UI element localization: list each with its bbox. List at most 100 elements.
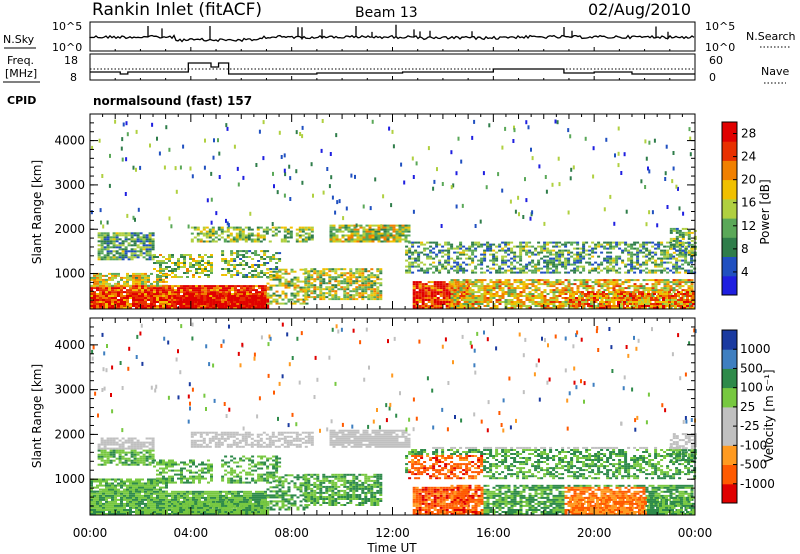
power-cell [678,267,682,270]
power-cell [439,289,443,292]
power-cell [203,303,207,305]
power-cell [263,258,267,260]
power-cell [468,279,472,282]
power-cell [293,300,297,303]
power-cell [681,251,685,254]
power-cell [162,289,165,292]
power-cell [242,301,246,303]
power-cell [304,282,308,285]
power-cell [204,270,207,272]
power-cell [489,299,493,301]
power-cell [204,291,207,294]
power-cell [230,264,234,266]
power-cell [618,243,622,246]
power-cell [408,251,412,254]
power-cell [684,251,688,254]
power-cell [209,301,213,303]
power-cell [185,307,189,309]
power-cell [121,254,125,257]
power-cell [222,287,225,290]
power-cell [233,258,237,260]
power-cell [597,289,601,292]
power-cell [557,156,560,161]
power-cell [624,281,628,284]
power-cell [594,305,598,307]
power-cell [144,301,147,303]
power-cell [358,268,362,271]
power-cell [412,289,416,292]
power-cell [153,284,156,287]
power-cell [258,291,261,294]
power-cell [99,291,102,294]
power-cell [456,303,460,305]
power-cell [135,282,138,285]
power-cell [272,292,276,295]
power-cell [102,289,105,292]
power-cell [614,293,617,295]
power-cell [151,240,155,243]
power-cell [483,271,487,274]
power-cell [254,297,258,299]
power-cell [641,291,644,294]
power-cell [319,282,323,285]
power-cell [316,296,320,299]
power-cell [266,296,270,299]
power-cell [552,257,556,260]
power-cell [569,303,572,305]
power-cell [656,223,659,228]
power-cell [159,268,162,270]
power-cell [510,249,514,252]
power-cell [614,299,617,301]
power-cell [675,269,679,272]
power-cell [459,267,463,270]
power-cell [454,283,458,286]
power-cell [486,269,490,272]
power-cell [516,301,520,303]
power-cell [448,291,452,294]
power-cell [304,240,308,243]
power-cell [682,211,685,216]
power-cell [531,301,535,303]
power-cell [93,307,96,309]
power-cell [162,301,165,303]
power-cell [349,284,353,287]
power-cell [316,274,320,277]
power-cell [105,287,108,290]
power-cell [201,260,204,262]
power-cell [151,238,155,241]
power-cell [304,238,308,241]
power-cell [210,197,213,202]
power-cell [418,283,422,286]
power-cell [626,299,629,301]
power-cell [507,287,511,290]
power-cell [591,241,595,244]
power-cell [248,272,252,274]
power-cell [241,236,245,239]
power-cell [198,287,201,290]
power-cell [430,293,434,295]
power-cell [150,272,153,275]
power-cell [242,295,246,297]
power-cell [519,269,523,272]
power-cell [263,252,267,255]
power-cell [582,245,586,248]
power-cell [118,248,122,251]
power-cell [266,268,270,271]
power-cell [284,302,288,305]
power-cell [516,271,520,274]
power-cell [129,291,132,294]
power-cell [349,276,353,279]
power-cell [433,293,437,295]
power-cell [474,303,478,305]
power-cell [492,303,496,305]
power-cell [212,303,216,305]
power-cell [230,250,234,253]
power-cell [150,289,153,292]
power-cell [268,240,272,243]
power-cell [355,268,359,271]
power-cell [254,274,258,276]
power-cell [445,305,449,307]
power-cell [355,223,358,228]
power-cell [555,283,559,286]
power-cell [617,305,620,307]
